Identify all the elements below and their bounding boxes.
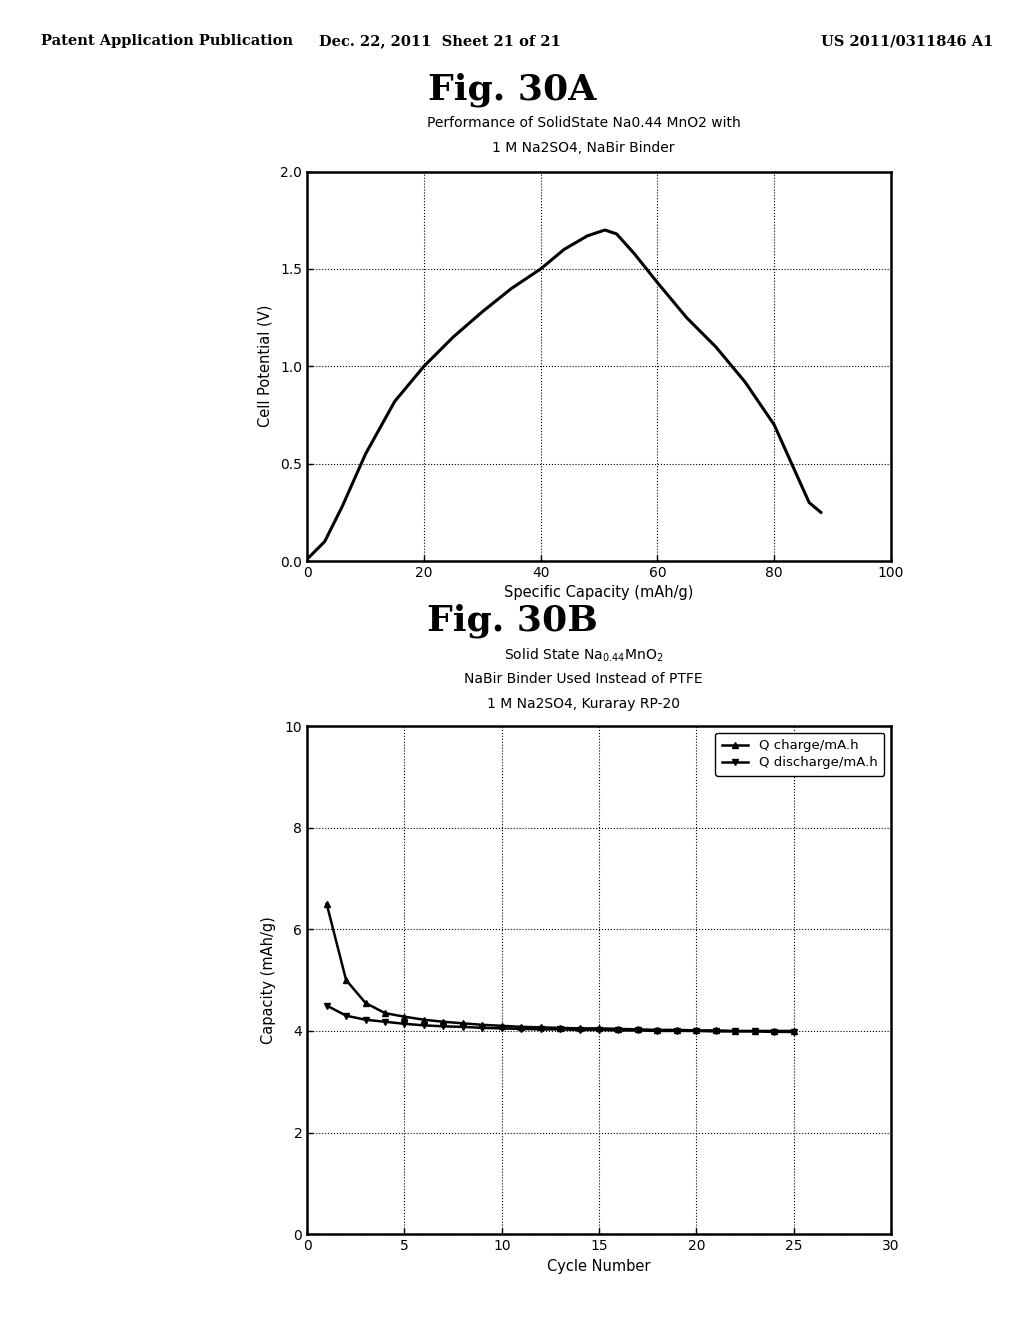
Q charge/mA.h: [690, 1023, 702, 1039]
Q charge/mA.h: [379, 1006, 391, 1022]
Q charge/mA.h: [787, 1023, 800, 1039]
Q discharge/mA.h: [671, 1023, 683, 1039]
Q discharge/mA.h: [651, 1023, 664, 1039]
Q discharge/mA.h: [379, 1014, 391, 1030]
Q discharge/mA.h: [632, 1023, 644, 1039]
Q discharge/mA.h: [457, 1019, 469, 1035]
Q charge/mA.h: [359, 995, 372, 1011]
Q charge/mA.h: [535, 1019, 547, 1035]
Q charge/mA.h: [496, 1018, 508, 1034]
Q charge/mA.h: [612, 1020, 625, 1036]
Q charge/mA.h: [398, 1008, 411, 1024]
Y-axis label: Capacity (mAh/g): Capacity (mAh/g): [261, 916, 276, 1044]
Line: Q charge/mA.h: Q charge/mA.h: [324, 900, 797, 1035]
Q discharge/mA.h: [340, 1007, 352, 1023]
X-axis label: Cycle Number: Cycle Number: [547, 1258, 651, 1274]
Q charge/mA.h: [457, 1015, 469, 1031]
Q discharge/mA.h: [573, 1022, 586, 1038]
X-axis label: Specific Capacity (mAh/g): Specific Capacity (mAh/g): [505, 585, 693, 601]
Q charge/mA.h: [710, 1023, 722, 1039]
Q discharge/mA.h: [321, 998, 333, 1014]
Text: Fig. 30A: Fig. 30A: [428, 73, 596, 107]
Q discharge/mA.h: [418, 1018, 430, 1034]
Q charge/mA.h: [729, 1023, 741, 1039]
Q charge/mA.h: [515, 1019, 527, 1035]
Text: 1 M Na2SO4, NaBir Binder: 1 M Na2SO4, NaBir Binder: [493, 141, 675, 156]
Q discharge/mA.h: [749, 1023, 761, 1039]
Q discharge/mA.h: [535, 1022, 547, 1038]
Q charge/mA.h: [768, 1023, 780, 1039]
Q discharge/mA.h: [710, 1023, 722, 1039]
Q discharge/mA.h: [593, 1022, 605, 1038]
Text: Fig. 30B: Fig. 30B: [427, 603, 597, 638]
Q discharge/mA.h: [398, 1016, 411, 1032]
Y-axis label: Cell Potential (V): Cell Potential (V): [257, 305, 272, 428]
Q charge/mA.h: [554, 1020, 566, 1036]
Q charge/mA.h: [593, 1020, 605, 1036]
Q discharge/mA.h: [515, 1020, 527, 1036]
Legend: Q charge/mA.h, Q discharge/mA.h: Q charge/mA.h, Q discharge/mA.h: [716, 733, 885, 776]
Text: US 2011/0311846 A1: US 2011/0311846 A1: [821, 34, 993, 49]
Q discharge/mA.h: [729, 1023, 741, 1039]
Q discharge/mA.h: [496, 1020, 508, 1036]
Q discharge/mA.h: [476, 1020, 488, 1036]
Text: NaBir Binder Used Instead of PTFE: NaBir Binder Used Instead of PTFE: [464, 672, 703, 686]
Q discharge/mA.h: [768, 1024, 780, 1040]
Line: Q discharge/mA.h: Q discharge/mA.h: [324, 1002, 797, 1035]
Q discharge/mA.h: [554, 1022, 566, 1038]
Q charge/mA.h: [476, 1016, 488, 1032]
Q charge/mA.h: [749, 1023, 761, 1039]
Q discharge/mA.h: [612, 1023, 625, 1039]
Q discharge/mA.h: [787, 1024, 800, 1040]
Q charge/mA.h: [340, 972, 352, 987]
Text: 1 M Na2SO4, Kuraray RP-20: 1 M Na2SO4, Kuraray RP-20: [487, 697, 680, 711]
Q charge/mA.h: [651, 1022, 664, 1038]
Q charge/mA.h: [418, 1012, 430, 1028]
Text: Performance of SolidState Na0.44 MnO2 with: Performance of SolidState Na0.44 MnO2 wi…: [427, 116, 740, 131]
Q charge/mA.h: [437, 1014, 450, 1030]
Q discharge/mA.h: [437, 1019, 450, 1035]
Q charge/mA.h: [321, 896, 333, 912]
Text: Patent Application Publication: Patent Application Publication: [41, 34, 293, 49]
Text: Solid State Na$_{0.44}$MnO$_2$: Solid State Na$_{0.44}$MnO$_2$: [504, 647, 664, 664]
Text: Dec. 22, 2011  Sheet 21 of 21: Dec. 22, 2011 Sheet 21 of 21: [319, 34, 561, 49]
Q charge/mA.h: [671, 1022, 683, 1038]
Q discharge/mA.h: [359, 1012, 372, 1028]
Q charge/mA.h: [632, 1022, 644, 1038]
Q charge/mA.h: [573, 1020, 586, 1036]
Q discharge/mA.h: [690, 1023, 702, 1039]
